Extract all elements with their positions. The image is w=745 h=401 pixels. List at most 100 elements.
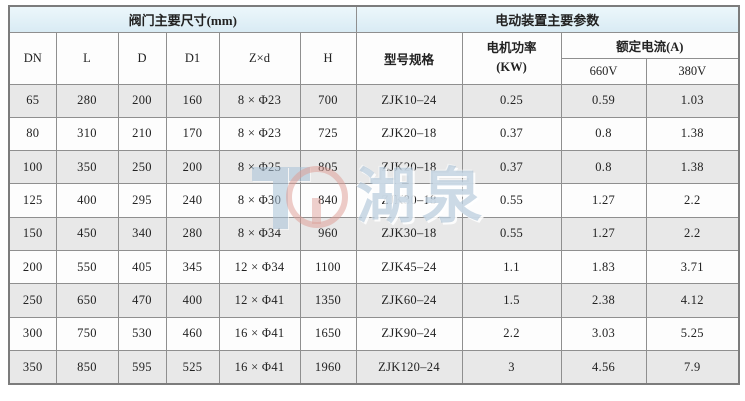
cell-zxd: 12 × Φ34 [218, 250, 301, 285]
group-header-electric-params: 电动装置主要参数 [355, 5, 740, 33]
cell-model: ZJK60–24 [355, 283, 463, 318]
valve-spec-table: 阀门主要尺寸(mm) 电动装置主要参数 DN L D D1 Z×d H 型号规格… [8, 5, 741, 385]
col-header-model: 型号规格 [355, 31, 463, 85]
cell-model: ZJK30–18 [355, 216, 463, 252]
cell-dn: 100 [8, 150, 57, 185]
cell-power-kw: 3 [461, 350, 562, 385]
cell-current-660v: 1.83 [560, 250, 647, 285]
col-header-380v: 380V [645, 57, 740, 85]
cell-l: 550 [55, 250, 119, 285]
cell-zxd: 8 × Φ30 [218, 183, 301, 218]
table-row: 350 850 595 525 16 × Φ41 1960 ZJK120–24 3 4.56 7.… [8, 350, 740, 385]
cell-h: 1650 [299, 316, 357, 352]
col-header-l: L [55, 31, 119, 85]
cell-current-660v: 4.56 [560, 350, 647, 385]
table-row: 125 400 295 240 8 × Φ30 840 ZJK30–18 0.55 1.27 2.… [8, 183, 740, 218]
cell-h: 960 [299, 216, 357, 252]
col-header-rated-current: 额定电流(A) [560, 31, 740, 59]
cell-dn: 200 [8, 250, 57, 285]
cell-l: 450 [55, 216, 119, 252]
table-body: 65 280 200 160 8 × Φ23 700 ZJK10–24 0.25 0.59 1.0… [8, 83, 740, 385]
cell-d1: 525 [165, 350, 220, 385]
cell-current-660v: 0.59 [560, 83, 647, 118]
cell-current-380v: 1.03 [645, 83, 740, 118]
cell-h: 1350 [299, 283, 357, 318]
cell-dn: 300 [8, 316, 57, 352]
cell-d1: 280 [165, 216, 220, 252]
table-row: 200 550 405 345 12 × Φ34 1100 ZJK45–24 1.1 1.83 3… [8, 250, 740, 285]
cell-model: ZJK20–18 [355, 116, 463, 152]
cell-d: 295 [117, 183, 167, 218]
cell-l: 310 [55, 116, 119, 152]
cell-d: 530 [117, 316, 167, 352]
cell-zxd: 12 × Φ41 [218, 283, 301, 318]
cell-dn: 65 [8, 83, 57, 118]
cell-current-660v: 3.03 [560, 316, 647, 352]
table-row: 80 310 210 170 8 × Φ23 725 ZJK20–18 0.37 0.8 1.38 [8, 116, 740, 152]
cell-model: ZJK120–24 [355, 350, 463, 385]
cell-current-660v: 2.38 [560, 283, 647, 318]
cell-power-kw: 0.37 [461, 150, 562, 185]
cell-d: 340 [117, 216, 167, 252]
cell-d: 405 [117, 250, 167, 285]
cell-dn: 250 [8, 283, 57, 318]
cell-current-380v: 4.12 [645, 283, 740, 318]
table-row: 100 350 250 200 8 × Φ25 805 ZJK20–18 0.37 0.8 1.3… [8, 150, 740, 185]
table-row: 65 280 200 160 8 × Φ23 700 ZJK10–24 0.25 0.59 1.0… [8, 83, 740, 118]
cell-current-380v: 2.2 [645, 216, 740, 252]
cell-model: ZJK90–24 [355, 316, 463, 352]
cell-l: 350 [55, 150, 119, 185]
cell-current-380v: 2.2 [645, 183, 740, 218]
cell-d: 210 [117, 116, 167, 152]
col-header-dn: DN [8, 31, 57, 85]
cell-h: 725 [299, 116, 357, 152]
cell-l: 850 [55, 350, 119, 385]
cell-current-660v: 1.27 [560, 183, 647, 218]
cell-current-380v: 5.25 [645, 316, 740, 352]
motor-power-label-line1: 电机功率 [486, 40, 537, 55]
cell-power-kw: 0.37 [461, 116, 562, 152]
cell-current-380v: 1.38 [645, 116, 740, 152]
col-header-h: H [299, 31, 357, 85]
column-header-row: DN L D D1 Z×d H 型号规格 电机功率 (KW) 额定电流(A) [8, 31, 740, 85]
col-header-motor-power: 电机功率 (KW) [461, 31, 562, 85]
cell-current-660v: 0.8 [560, 116, 647, 152]
cell-dn: 125 [8, 183, 57, 218]
col-header-d1: D1 [165, 31, 220, 85]
col-header-zxd: Z×d [218, 31, 301, 85]
cell-current-660v: 0.8 [560, 150, 647, 185]
cell-power-kw: 1.1 [461, 250, 562, 285]
group-header-valve-dimensions: 阀门主要尺寸(mm) [8, 5, 357, 33]
cell-power-kw: 1.5 [461, 283, 562, 318]
col-header-d: D [117, 31, 167, 85]
cell-d1: 240 [165, 183, 220, 218]
cell-zxd: 16 × Φ41 [218, 350, 301, 385]
motor-power-label-line2: (KW) [496, 60, 527, 74]
cell-l: 650 [55, 283, 119, 318]
cell-l: 280 [55, 83, 119, 118]
group-header-row: 阀门主要尺寸(mm) 电动装置主要参数 [8, 5, 740, 33]
cell-d: 470 [117, 283, 167, 318]
cell-d1: 460 [165, 316, 220, 352]
cell-l: 750 [55, 316, 119, 352]
table-row: 150 450 340 280 8 × Φ34 960 ZJK30–18 0.55 1.27 2.… [8, 216, 740, 252]
cell-dn: 80 [8, 116, 57, 152]
cell-current-380v: 1.38 [645, 150, 740, 185]
cell-zxd: 16 × Φ41 [218, 316, 301, 352]
cell-d1: 345 [165, 250, 220, 285]
cell-l: 400 [55, 183, 119, 218]
cell-power-kw: 0.55 [461, 216, 562, 252]
cell-d: 595 [117, 350, 167, 385]
voltage-header-row: 660V 380V [9, 57, 740, 85]
cell-current-660v: 1.27 [560, 216, 647, 252]
cell-d1: 200 [165, 150, 220, 185]
cell-model: ZJK45–24 [355, 250, 463, 285]
cell-zxd: 8 × Φ34 [218, 216, 301, 252]
cell-power-kw: 2.2 [461, 316, 562, 352]
cell-h: 700 [299, 83, 357, 118]
cell-current-380v: 7.9 [645, 350, 740, 385]
cell-current-380v: 3.71 [645, 250, 740, 285]
cell-dn: 350 [8, 350, 57, 385]
cell-zxd: 8 × Φ23 [218, 83, 301, 118]
